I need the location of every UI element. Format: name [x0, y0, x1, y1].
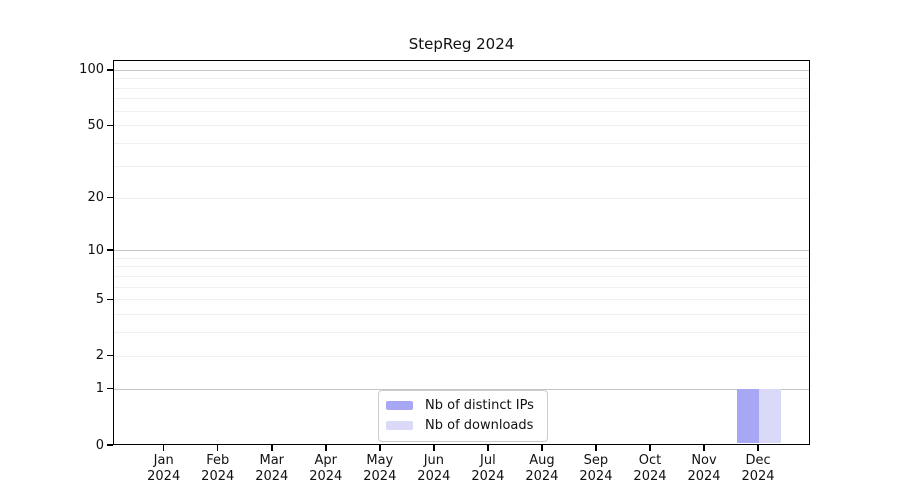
- x-tick-label-oct: Oct 2024: [633, 453, 667, 484]
- y-tick-label-5: 5: [95, 291, 104, 307]
- minor-gridline-6: [114, 286, 809, 288]
- minor-gridline-90: [114, 78, 809, 80]
- minor-gridline-80: [114, 87, 809, 89]
- y-tick-label-2: 2: [95, 348, 104, 364]
- legend-label-downloads: Nb of downloads: [425, 418, 534, 433]
- minor-gridline-5: [114, 299, 809, 301]
- legend-item-distinct-ips: Nb of distinct IPs: [386, 398, 534, 413]
- legend-item-downloads: Nb of downloads: [386, 418, 534, 433]
- minor-gridline-30: [114, 165, 809, 167]
- minor-gridline-4: [114, 314, 809, 316]
- x-tick-label-dec: Dec 2024: [741, 453, 775, 484]
- y-tick-mark-10: [107, 249, 113, 251]
- y-tick-label-20: 20: [87, 190, 104, 205]
- x-tick-mark-jan: [162, 445, 165, 451]
- x-tick-mark-sep: [595, 445, 597, 451]
- x-tick-mark-nov: [703, 445, 705, 451]
- y-tick-mark-1: [107, 387, 113, 390]
- x-tick-label-jul: Jul 2024: [471, 453, 505, 484]
- y-tick-mark-2: [107, 354, 113, 357]
- x-tick-mark-jul: [487, 445, 489, 451]
- legend-swatch-downloads-icon: [386, 421, 413, 430]
- x-tick-mark-mar: [271, 445, 273, 451]
- x-tick-mark-jun: [433, 445, 435, 451]
- minor-gridline-2: [114, 355, 809, 357]
- x-tick-label-may: May 2024: [363, 453, 397, 484]
- legend: Nb of distinct IPs Nb of downloads: [378, 390, 548, 442]
- x-tick-mark-feb: [216, 445, 219, 451]
- legend-label-distinct-ips: Nb of distinct IPs: [425, 398, 534, 413]
- y-tick-mark-20: [107, 196, 113, 199]
- minor-gridline-60: [114, 110, 809, 112]
- y-tick-label-10: 10: [87, 242, 104, 258]
- x-tick-mark-aug: [541, 445, 543, 451]
- x-tick-mark-apr: [325, 445, 327, 451]
- y-tick-mark-5: [107, 298, 113, 301]
- y-tick-mark-0: [107, 444, 113, 446]
- y-tick-mark-100: [107, 69, 113, 71]
- bar-downloads-dec: [759, 388, 782, 444]
- major-gridline-1: [114, 388, 809, 390]
- minor-gridline-40: [114, 143, 809, 145]
- minor-gridline-8: [114, 266, 809, 268]
- x-tick-label-jun: Jun 2024: [417, 453, 451, 484]
- bar-distinct-ips-dec: [737, 388, 760, 444]
- x-tick-label-apr: Apr 2024: [309, 453, 343, 484]
- x-tick-mark-may: [379, 445, 381, 451]
- x-tick-label-aug: Aug 2024: [525, 453, 559, 484]
- y-tick-label-0: 0: [95, 437, 104, 453]
- chart-title: StepReg 2024: [408, 35, 515, 53]
- major-gridline-10: [114, 250, 809, 252]
- x-tick-mark-oct: [649, 445, 651, 451]
- x-tick-mark-dec: [757, 445, 759, 451]
- legend-swatch-distinct-ips-icon: [386, 401, 413, 410]
- x-tick-label-mar: Mar 2024: [255, 453, 289, 484]
- y-tick-label-1: 1: [95, 381, 104, 397]
- minor-gridline-20: [114, 197, 809, 199]
- minor-gridline-7: [114, 275, 809, 277]
- plot-area: Nb of distinct IPs Nb of downloads: [113, 60, 810, 445]
- x-tick-label-feb: Feb 2024: [201, 453, 235, 484]
- y-tick-label-50: 50: [87, 117, 104, 133]
- x-tick-label-jan: Jan 2024: [147, 453, 181, 484]
- minor-gridline-70: [114, 98, 809, 100]
- minor-gridline-3: [114, 332, 809, 334]
- x-tick-label-nov: Nov 2024: [687, 453, 721, 484]
- y-tick-label-100: 100: [79, 62, 104, 78]
- minor-gridline-50: [114, 125, 809, 127]
- y-tick-mark-50: [107, 124, 113, 127]
- minor-gridline-9: [114, 257, 809, 259]
- x-tick-label-sep: Sep 2024: [579, 453, 613, 484]
- major-gridline-100: [114, 69, 809, 71]
